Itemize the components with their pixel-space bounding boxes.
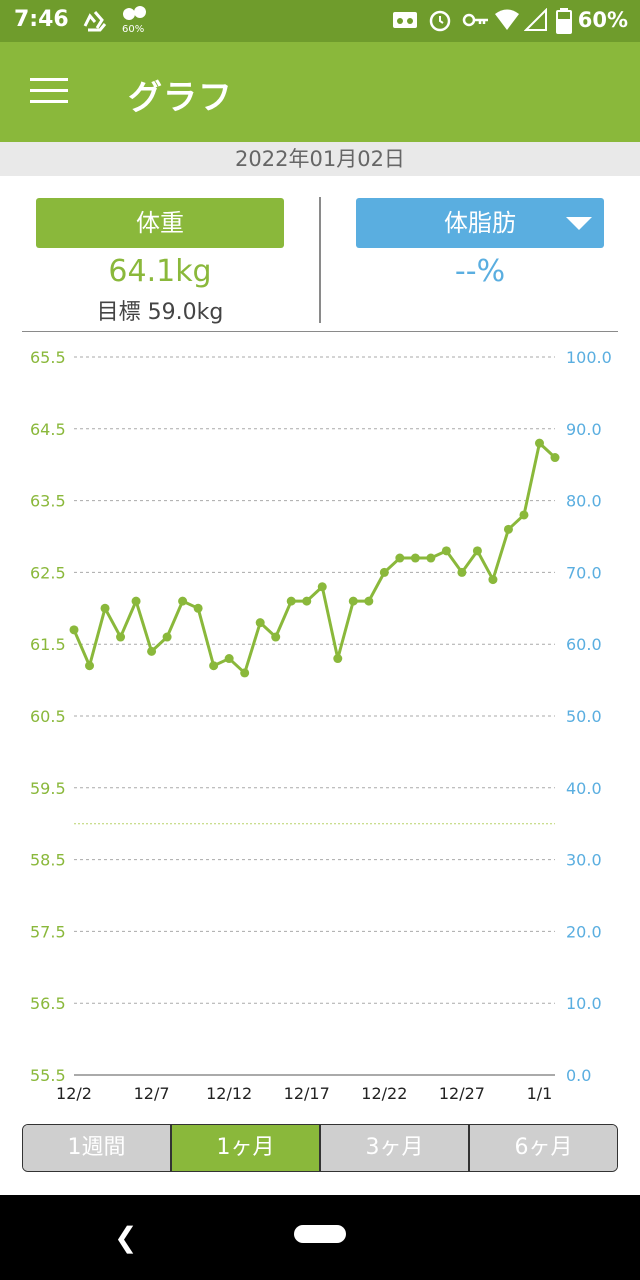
dropdown-arrow-icon [566, 217, 592, 230]
battery-icon [556, 8, 572, 34]
tab-3-months[interactable]: 3ヶ月 [321, 1125, 470, 1171]
x-tick-label: 12/2 [56, 1084, 92, 1103]
data-point [209, 661, 219, 671]
data-point [395, 553, 405, 563]
y-tick-label-left: 60.5 [30, 707, 66, 726]
data-point [286, 596, 296, 606]
data-point [333, 654, 343, 664]
x-tick-label: 1/1 [527, 1084, 553, 1103]
y-tick-label-left: 57.5 [30, 922, 66, 941]
data-point [271, 632, 281, 642]
weight-value: 64.1kg [108, 254, 212, 289]
data-point [85, 661, 95, 671]
x-tick-label: 12/12 [206, 1084, 252, 1103]
weight-series-line [72, 441, 557, 675]
y-tick-label-left: 59.5 [30, 779, 66, 798]
section-divider [22, 331, 618, 332]
signal-icon [524, 8, 547, 31]
alarm-icon [429, 10, 451, 32]
x-tick-label: 12/22 [361, 1084, 407, 1103]
data-point [100, 603, 110, 613]
y-tick-label-left: 64.5 [30, 420, 66, 439]
key-icon [462, 13, 488, 27]
x-tick-label: 12/7 [134, 1084, 170, 1103]
recycle-icon [83, 11, 107, 32]
date-label: 2022年01月02日 [0, 142, 640, 176]
data-point [410, 553, 420, 563]
y-tick-label-right: 100.0 [566, 348, 612, 367]
body-fat-value: --% [454, 254, 506, 289]
y-tick-label-right: 60.0 [566, 635, 602, 654]
y-tick-label-left: 63.5 [30, 492, 66, 511]
data-point [519, 510, 529, 520]
data-point [131, 596, 141, 606]
data-point [116, 632, 126, 642]
data-point [302, 596, 312, 606]
y-tick-label-right: 40.0 [566, 779, 602, 798]
home-button[interactable] [294, 1225, 346, 1243]
metric-divider [319, 197, 321, 323]
data-point [348, 596, 358, 606]
status-bar: 7:46 60% 60% [0, 0, 640, 42]
y-tick-label-right: 50.0 [566, 707, 602, 726]
data-point [162, 632, 172, 642]
body-fat-dropdown[interactable]: 体脂肪 [356, 198, 604, 248]
hamburger-menu-icon[interactable] [30, 78, 68, 106]
fruit-battery-icon [123, 6, 146, 20]
data-point [550, 453, 560, 463]
page-title: グラフ [128, 78, 233, 118]
data-point [147, 646, 157, 656]
y-tick-label-right: 0.0 [566, 1066, 591, 1085]
app-bar: グラフ [0, 42, 640, 142]
y-tick-label-right: 30.0 [566, 851, 602, 870]
y-tick-label-left: 61.5 [30, 635, 66, 654]
wifi-icon [495, 9, 519, 30]
data-point [317, 582, 327, 592]
y-tick-label-right: 80.0 [566, 492, 602, 511]
data-point [534, 438, 544, 448]
tab-1-week[interactable]: 1週間 [23, 1125, 172, 1171]
weight-button-label: 体重 [136, 209, 184, 237]
data-point [457, 567, 467, 577]
data-point [255, 618, 265, 628]
data-point [426, 553, 436, 563]
data-point [69, 625, 79, 635]
y-tick-label-right: 10.0 [566, 994, 602, 1013]
data-point [441, 546, 451, 556]
body-fat-label: 体脂肪 [444, 209, 516, 237]
data-point [488, 575, 498, 585]
data-point [472, 546, 482, 556]
data-point [178, 596, 188, 606]
goal-weight: 目標 59.0kg [96, 300, 224, 325]
y-tick-label-left: 62.5 [30, 563, 66, 582]
y-tick-label-left: 56.5 [30, 994, 66, 1013]
x-tick-label: 12/27 [439, 1084, 485, 1103]
y-tick-label-right: 20.0 [566, 922, 602, 941]
weight-chart[interactable]: 65.5 100.0 64.5 90.0 63.5 80.0 62.5 70.0 61.5 60.… [0, 335, 640, 1115]
data-point [364, 596, 374, 606]
battery-percent: 60% [577, 8, 628, 32]
y-tick-label-right: 70.0 [566, 563, 602, 582]
y-tick-label-right: 90.0 [566, 420, 602, 439]
tab-6-months[interactable]: 6ヶ月 [470, 1125, 617, 1171]
data-point [193, 603, 203, 613]
y-tick-label-left: 58.5 [30, 851, 66, 870]
back-icon[interactable]: ❮ [114, 1221, 138, 1254]
system-nav-bar: ❮ [0, 1195, 640, 1280]
period-tabs: 1週間 1ヶ月 3ヶ月 6ヶ月 [22, 1124, 618, 1172]
x-tick-label: 12/17 [284, 1084, 330, 1103]
y-tick-label-left: 65.5 [30, 348, 66, 367]
y-tick-label-left: 55.5 [30, 1066, 66, 1085]
voicemail-icon [393, 12, 417, 28]
data-point [224, 654, 234, 664]
data-point [240, 668, 250, 678]
weight-button[interactable]: 体重 [36, 198, 284, 248]
data-point [503, 524, 513, 534]
status-time: 7:46 [14, 7, 69, 32]
tab-1-month[interactable]: 1ヶ月 [172, 1125, 321, 1171]
mini-battery-badge: 60% [122, 24, 145, 35]
data-point [379, 567, 389, 577]
